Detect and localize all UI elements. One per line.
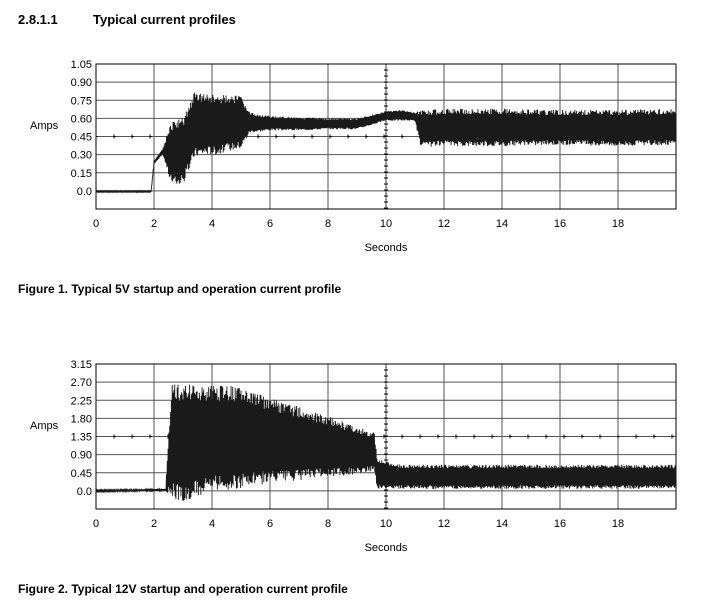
section-heading: 2.8.1.1 Typical current profiles: [18, 12, 236, 27]
y-tick-label: 1.80: [71, 413, 92, 425]
y-tick-label: 0.90: [71, 77, 92, 89]
figure-1-caption: Figure 1. Typical 5V startup and operati…: [18, 282, 342, 296]
x-tick-label: 4: [209, 218, 215, 230]
x-tick-label: 0: [93, 218, 99, 230]
x-tick-label: 18: [612, 518, 624, 530]
series-trace: [95, 92, 677, 194]
x-axis-label: Seconds: [365, 242, 408, 254]
y-tick-label: 0.15: [71, 168, 92, 180]
y-tick-label: 0.30: [71, 150, 92, 162]
y-axis-label: Amps: [30, 420, 59, 432]
y-tick-label: 0.90: [71, 450, 92, 462]
x-tick-label: 8: [325, 518, 331, 530]
x-axis-label: Seconds: [365, 542, 408, 554]
x-tick-label: 10: [380, 518, 392, 530]
x-tick-label: 14: [496, 518, 508, 530]
x-tick-label: 14: [496, 218, 508, 230]
x-tick-label: 10: [380, 218, 392, 230]
x-tick-label: 12: [438, 218, 450, 230]
y-tick-label: 0.60: [71, 113, 92, 125]
y-tick-label: 3.15: [71, 359, 92, 371]
x-tick-label: 16: [554, 518, 566, 530]
y-tick-label: 0.45: [71, 132, 92, 144]
x-tick-label: 18: [612, 218, 624, 230]
chart-5v-current-profile: 1.05 0.90 0.75 0.60 0.45 0.30 0.15 0.0 0 2 4 6 8 10 12…: [30, 59, 677, 254]
y-tick-label: 1.05: [71, 59, 92, 71]
y-axis-label: Amps: [30, 120, 59, 132]
y-tick-label: 0.0: [77, 186, 92, 198]
chart-12v-current-profile: 3.15 2.70 2.25 1.80 1.35 0.90 0.45 0.0 0 2 4 6 8 10 12…: [30, 359, 677, 554]
x-tick-label: 2: [151, 518, 157, 530]
x-tick-label: 12: [438, 518, 450, 530]
figure-2-caption: Figure 2. Typical 12V startup and operat…: [18, 582, 348, 596]
x-tick-label: 8: [325, 218, 331, 230]
y-tick-label: 2.70: [71, 377, 92, 389]
x-tick-label: 16: [554, 218, 566, 230]
y-tick-label: 0.45: [71, 468, 92, 480]
y-tick-label: 1.35: [71, 432, 92, 444]
x-tick-label: 0: [93, 518, 99, 530]
y-tick-label: 0.0: [77, 486, 92, 498]
y-tick-label: 0.75: [71, 95, 92, 107]
x-tick-label: 6: [267, 518, 273, 530]
section-title: Typical current profiles: [93, 12, 236, 27]
x-tick-label: 6: [267, 218, 273, 230]
x-tick-label: 2: [151, 218, 157, 230]
series-trace: [95, 384, 677, 501]
y-tick-label: 2.25: [71, 395, 92, 407]
section-number: 2.8.1.1: [18, 12, 58, 27]
x-tick-label: 4: [209, 518, 215, 530]
